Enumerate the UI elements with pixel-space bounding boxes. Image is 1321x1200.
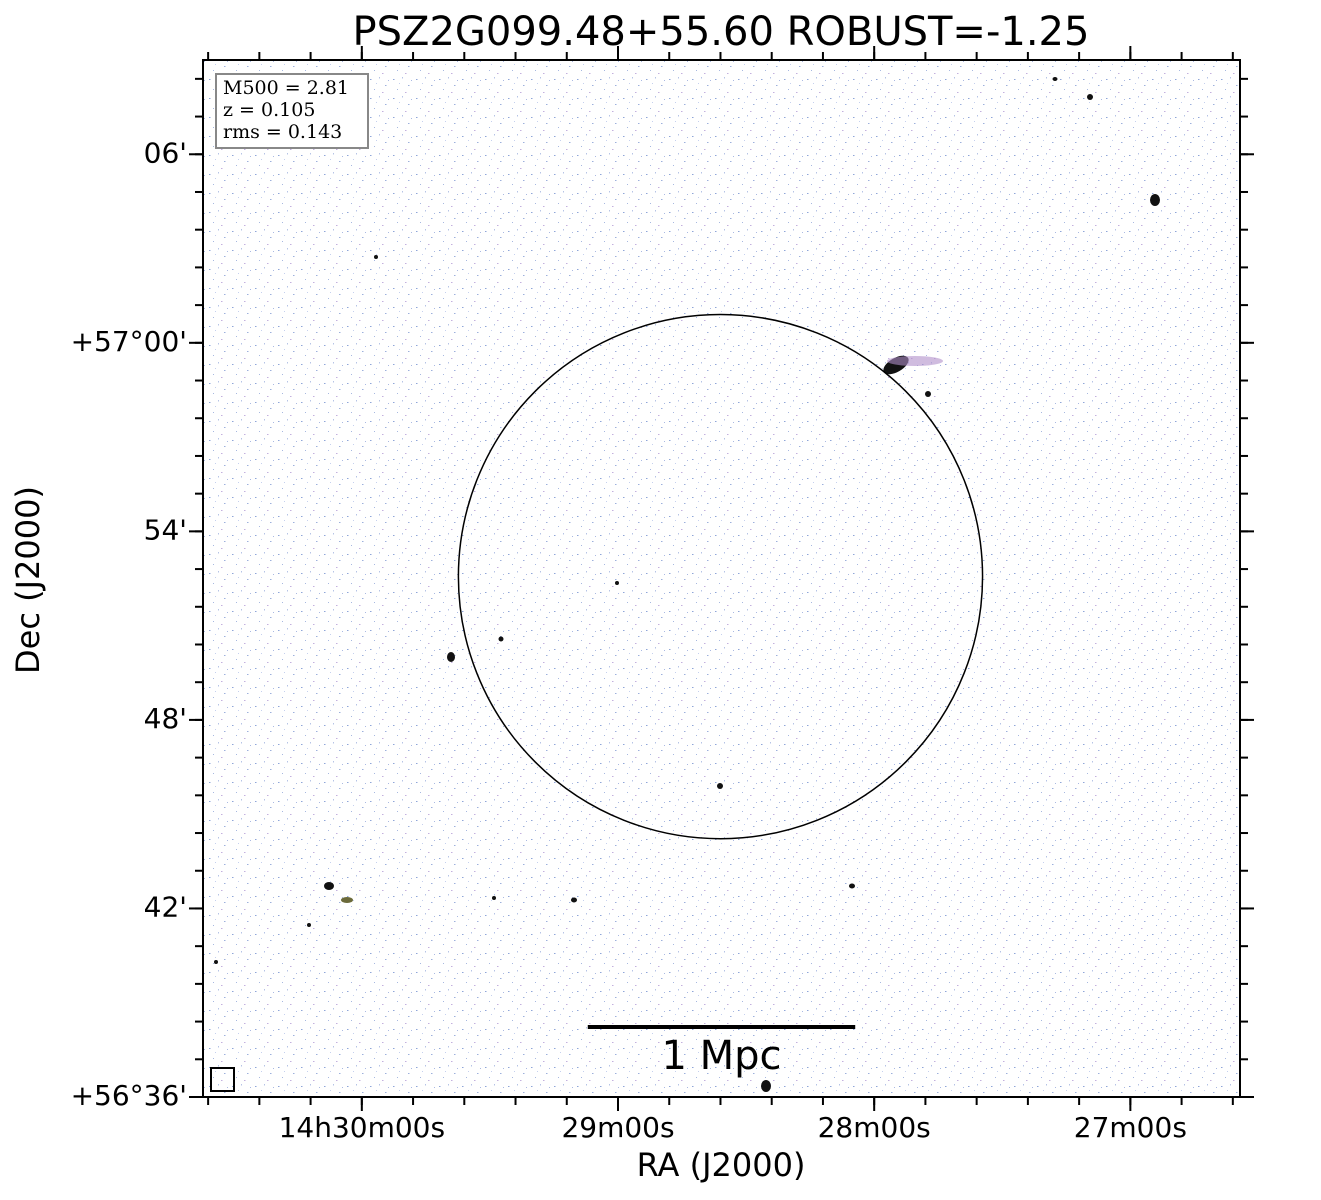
y-tick-label: 54' [144,513,187,546]
x-tick-label: 29m00s [561,1111,674,1144]
x-tick-label: 28m00s [818,1111,931,1144]
plot-frame [202,59,1241,1098]
info-box [215,73,369,149]
y-tick-label: +56°36' [71,1079,187,1112]
y-axis-label: Dec (J2000) [9,486,47,674]
y-tick-label: +57°00' [71,325,187,358]
x-tick-label: 27m00s [1074,1111,1187,1144]
annotation: rms = 0.143 [223,121,342,143]
annotation: M500 = 2.81 [223,77,349,99]
y-tick-label: 42' [144,890,187,923]
x-tick-label: 14h30m00s [279,1111,446,1144]
y-tick-label: 06' [144,136,187,169]
sources [214,77,1160,1092]
scale-bar-label: 1 Mpc [661,1033,781,1079]
radio-image [203,60,1240,1097]
annotation: z = 0.105 [223,99,315,121]
chart-title: PSZ2G099.48+55.60 ROBUST=-1.25 [353,9,1090,55]
x-axis-label: RA (J2000) [637,1146,806,1184]
r500-circle [457,313,984,840]
beam [210,1067,235,1092]
y-tick-label: 48' [144,702,187,735]
